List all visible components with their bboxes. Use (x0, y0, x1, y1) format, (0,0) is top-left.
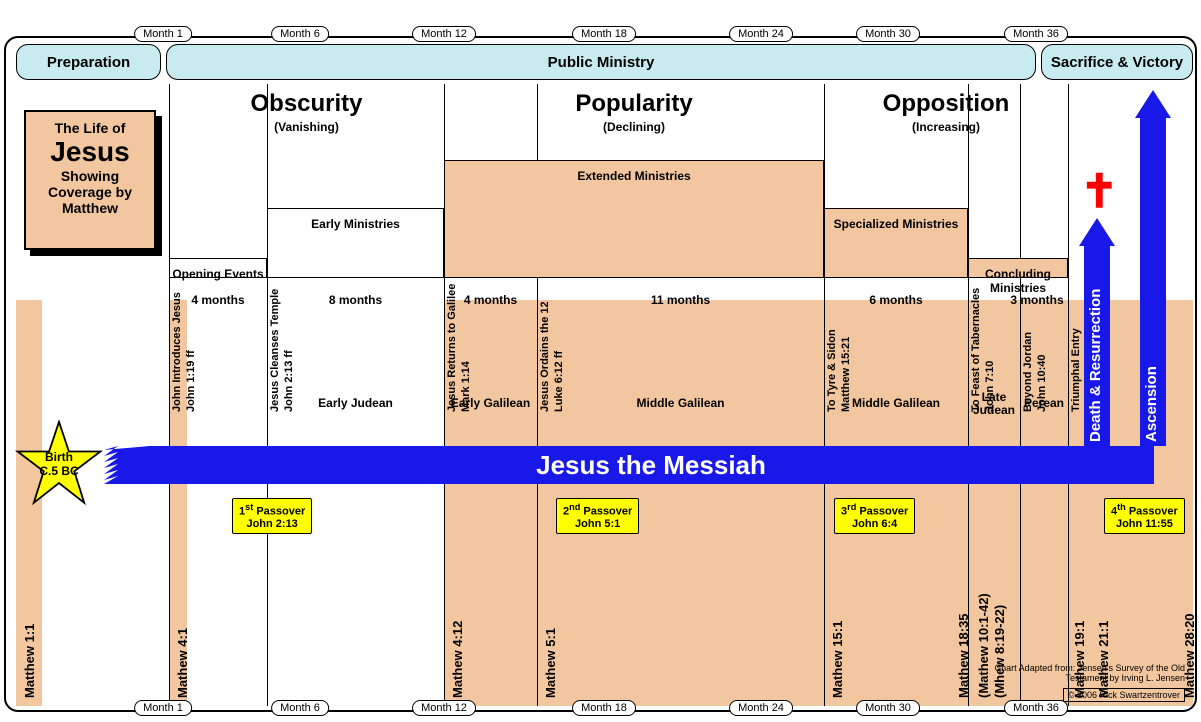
ministry-box: Early Ministries (267, 208, 444, 278)
event-marker-text: To Feast of Tabernacles (970, 302, 982, 412)
ministry-box: Opening Events (169, 258, 267, 278)
vertical-arrow-head (1079, 218, 1115, 246)
month-marker-bottom: Month 24 (729, 700, 793, 716)
month-marker-top: Month 12 (412, 26, 476, 42)
month-marker-top: Month 24 (729, 26, 793, 42)
ministry-box: Concluding Ministries (968, 258, 1068, 278)
divider-line (1068, 84, 1069, 706)
header-band: Preparation (16, 44, 161, 80)
life-of-jesus-chart: Month 1 Month 1 Month 6 Month 6 Month 12 Mont… (0, 0, 1201, 722)
passover-marker: 3rd PassoverJohn 6:4 (834, 498, 915, 534)
event-marker-text: Beyond Jordan (1022, 302, 1034, 412)
month-marker-bottom: Month 30 (856, 700, 920, 716)
header-band: Public Ministry (166, 44, 1036, 80)
title-card: The Life of Jesus Showing Coverage by Ma… (24, 110, 156, 250)
event-marker-ref: Matthew 15:21 (840, 302, 852, 412)
event-marker-text: Jesus Cleanses Temple (269, 302, 281, 412)
divider-line (169, 84, 170, 706)
month-marker-top: Month 36 (1004, 26, 1068, 42)
chart-frame: PreparationPublic MinistrySacrifice & Vi… (4, 36, 1197, 712)
matthew-reference: Matthew 1:1 (22, 548, 37, 698)
header-band: Sacrifice & Victory (1041, 44, 1193, 80)
timeline-zigzag (104, 446, 150, 489)
vertical-arrow-label: Ascension (1143, 124, 1160, 442)
cross-icon: ✝ (1080, 164, 1119, 218)
matthew-reference: Mathew 4:1 (175, 548, 190, 698)
passover-marker: 4th PassoverJohn 11:55 (1104, 498, 1185, 534)
event-marker-text: John Introduces Jesus (171, 302, 183, 412)
event-marker-ref: John 7:10 (984, 302, 996, 412)
month-marker-bottom: Month 12 (412, 700, 476, 716)
matthew-reference: Mathew 4:12 (450, 548, 465, 698)
event-marker-ref: Mark 1:14 (460, 302, 472, 412)
month-marker-bottom: Month 36 (1004, 700, 1068, 716)
month-marker-bottom: Month 1 (134, 700, 192, 716)
passover-marker: 1st PassoverJohn 2:13 (232, 498, 312, 534)
month-marker-bottom: Month 18 (572, 700, 636, 716)
duration-label: 4 months (169, 290, 267, 310)
event-marker-ref: John 1:19 ff (185, 302, 197, 412)
event-marker-text: To Tyre & Sidon (826, 302, 838, 412)
region-label: Middle Galilean (537, 390, 824, 418)
month-marker-bottom: Month 6 (271, 700, 329, 716)
month-marker-top: Month 18 (572, 26, 636, 42)
vertical-arrow-label: Death & Resurrection (1087, 252, 1104, 442)
duration-label: 11 months (537, 290, 824, 310)
month-marker-top: Month 30 (856, 26, 920, 42)
matthew-reference: Mathew 5:1 (543, 548, 558, 698)
phase-subtitle: (Vanishing) (169, 120, 444, 134)
event-marker-ref: John 2:13 ff (283, 302, 295, 412)
event-marker-text: Triumphal Entry (1070, 302, 1082, 412)
event-marker-ref: Luke 6:12 ff (553, 302, 565, 412)
chart-copyright: © 2006 Rick Swartzentrover (1063, 688, 1185, 702)
phase-title: Popularity (444, 90, 824, 118)
event-marker-ref: John 10:40 (1036, 302, 1048, 412)
matthew-reference: Mathew 15:1 (830, 548, 845, 698)
phase-title: Obscurity (169, 90, 444, 118)
month-marker-top: Month 6 (271, 26, 329, 42)
event-marker-text: Jesus Returns to Galilee (446, 302, 458, 412)
vertical-arrow-head (1135, 90, 1171, 118)
ministry-box: Specialized Ministries (824, 208, 968, 278)
messiah-timeline-bar: Jesus the Messiah (148, 446, 1154, 484)
matthew-reference: Mathew 18:35 (956, 548, 971, 698)
phase-title: Opposition (824, 90, 1068, 118)
phase-subtitle: (Declining) (444, 120, 824, 134)
phase-subtitle: (Increasing) (824, 120, 1068, 134)
ministry-box: Extended Ministries (444, 160, 824, 278)
event-marker-text: Jesus Ordains the 12 (539, 302, 551, 412)
passover-marker: 2nd PassoverJohn 5:1 (556, 498, 639, 534)
birth-star: BirthC.5 BC (14, 420, 104, 510)
month-marker-top: Month 1 (134, 26, 192, 42)
chart-credit: Chart Adapted from: Jensen's Survey of t… (985, 664, 1185, 684)
